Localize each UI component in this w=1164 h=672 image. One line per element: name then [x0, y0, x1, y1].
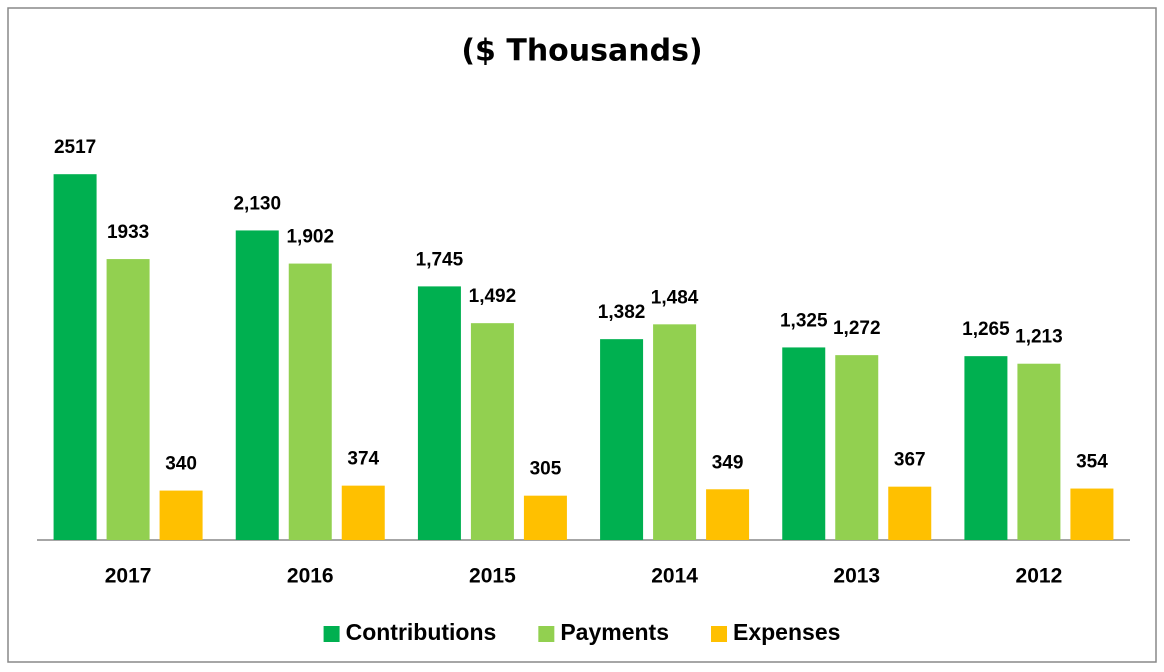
bar: [600, 339, 644, 540]
bar: [470, 323, 514, 540]
bar: [417, 286, 461, 540]
legend-swatch: [538, 626, 555, 642]
bar: [1017, 363, 1061, 540]
legend-swatch: [323, 626, 340, 642]
data-label: 1,902: [286, 227, 334, 248]
bar: [782, 347, 826, 540]
bar: [159, 490, 203, 540]
data-label: 367: [894, 450, 926, 471]
data-label: 1,492: [469, 286, 517, 307]
data-label: 1,325: [780, 310, 828, 331]
data-label: 1933: [107, 222, 149, 243]
data-label: 1,484: [651, 287, 699, 308]
data-label: 340: [165, 454, 197, 475]
bar: [288, 263, 332, 540]
legend-label: Payments: [560, 619, 669, 645]
x-tick-label: 2015: [469, 565, 516, 588]
legend-item: Payments: [538, 619, 669, 645]
data-label: 1,272: [833, 318, 881, 339]
legend-swatch: [711, 626, 728, 642]
data-label: 305: [530, 459, 562, 480]
legend-item: Contributions: [323, 619, 497, 645]
x-tick-label: 2012: [1016, 565, 1063, 588]
data-label: 2517: [54, 137, 96, 158]
chart-title: ($ Thousands): [461, 34, 702, 69]
bar: [341, 485, 385, 540]
bar: [1070, 488, 1114, 540]
data-label: 354: [1076, 452, 1108, 473]
data-label: 2,130: [233, 193, 281, 214]
data-label: 349: [712, 452, 744, 473]
legend-label: Contributions: [346, 619, 497, 645]
bar: [235, 230, 279, 540]
bar: [523, 495, 567, 540]
bar: [706, 489, 750, 540]
legend-item: Expenses: [711, 619, 840, 645]
data-label: 1,382: [598, 302, 646, 323]
x-tick-label: 2016: [287, 565, 334, 588]
legend-label: Expenses: [733, 619, 840, 645]
bar: [106, 259, 150, 540]
bar: [53, 174, 97, 541]
x-tick-label: 2017: [105, 565, 152, 588]
data-label: 1,265: [962, 319, 1010, 340]
chart-border: [7, 7, 1157, 663]
data-label: 1,213: [1015, 327, 1063, 348]
x-tick-label: 2014: [651, 565, 698, 588]
data-label: 374: [347, 449, 379, 470]
bar: [653, 324, 697, 540]
bar: [835, 355, 879, 540]
bar: [964, 356, 1008, 540]
data-label: 1,745: [416, 249, 464, 270]
x-tick-label: 2013: [833, 565, 880, 588]
bar: [888, 486, 932, 540]
